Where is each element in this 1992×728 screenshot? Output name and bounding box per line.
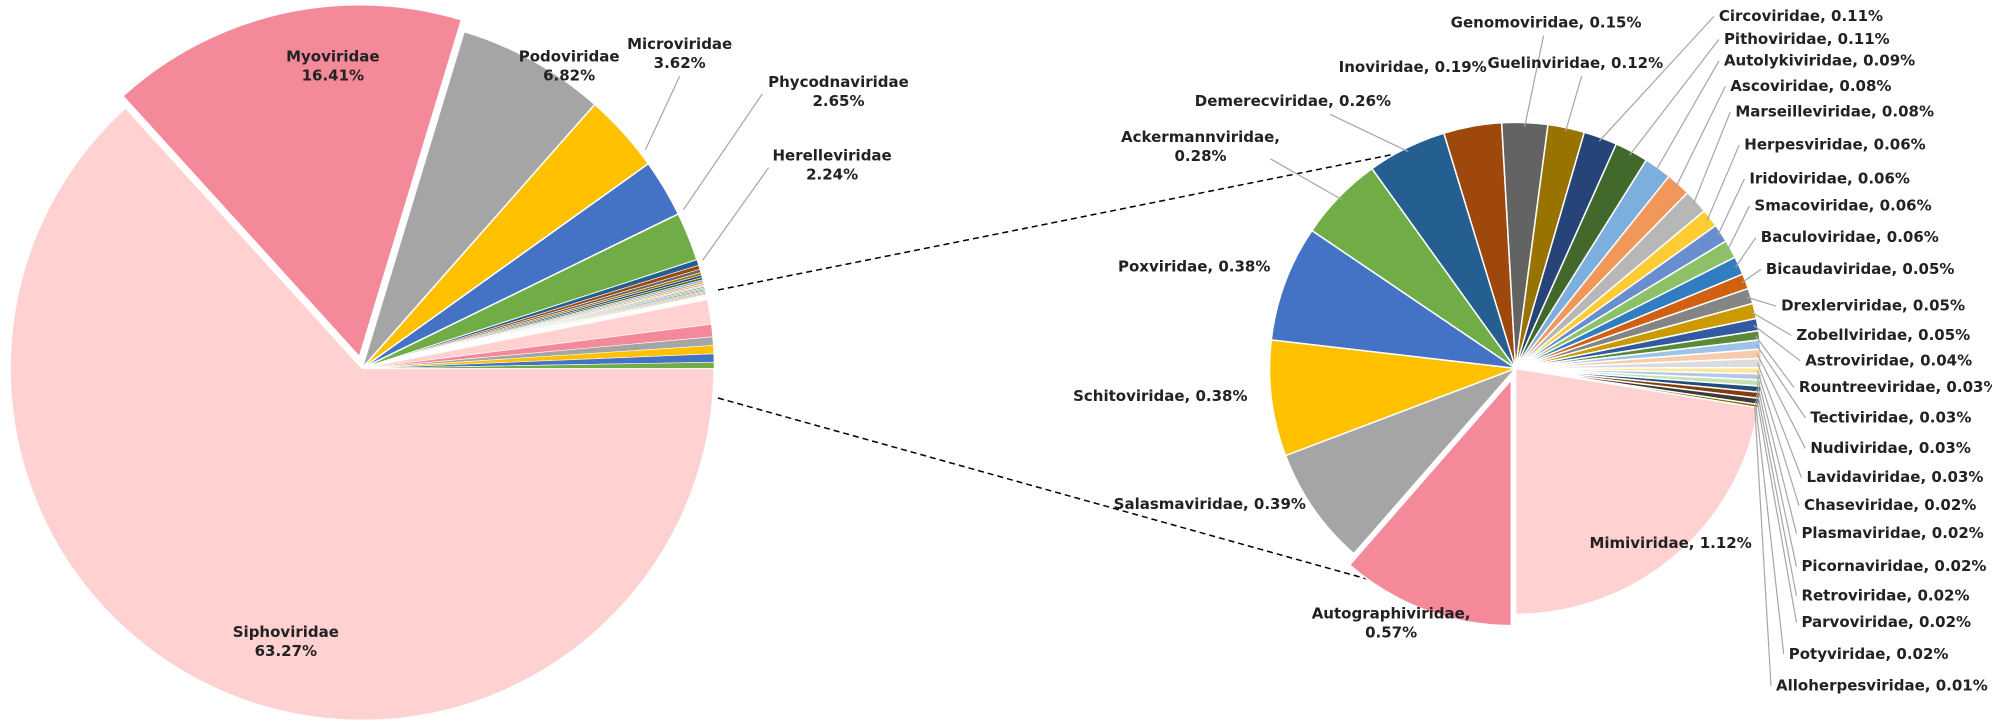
leader-line — [1717, 178, 1745, 236]
slice-label: Herelleviridae — [772, 147, 891, 165]
leader-line — [1270, 158, 1343, 201]
leader-line — [1756, 388, 1798, 596]
slice-label: Smacoviridae, 0.06% — [1754, 196, 1931, 214]
leader-line — [1734, 237, 1757, 268]
leader-line — [1692, 111, 1731, 205]
pie-slice — [1270, 229, 1517, 370]
leader-line — [1746, 296, 1777, 307]
leader-line — [1753, 324, 1801, 362]
pie-slice — [362, 361, 715, 369]
leader-line — [1756, 353, 1806, 449]
pie-slice — [121, 3, 463, 359]
slice-label: Autographiviridae, 0.57% — [1312, 604, 1471, 641]
slice-label: Pithoviridae, 0.11% — [1724, 30, 1890, 48]
leader-line — [1726, 205, 1750, 252]
label-line: Autographiviridae, — [1312, 604, 1471, 622]
value-label: 6.82% — [543, 67, 595, 85]
pie-slice — [1284, 367, 1517, 555]
slice-label: Picornaviridae, 0.02% — [1801, 557, 1986, 575]
leader-line — [1655, 60, 1720, 172]
slice-label: Nudiviridae, 0.03% — [1810, 439, 1971, 457]
slice-label: Ascoviridae, 0.08% — [1730, 77, 1891, 95]
leader-line — [1755, 344, 1806, 419]
connector-line — [717, 397, 1386, 585]
slice-label: Lavidaviridae, 0.03% — [1807, 468, 1984, 486]
value-label: 3.62% — [654, 54, 706, 72]
leader-line — [1755, 394, 1798, 623]
slice-label: Autolykiviridae, 0.09% — [1724, 51, 1915, 69]
slice-label: Genomoviridae, 0.15% — [1451, 13, 1642, 31]
leader-line — [1756, 362, 1803, 478]
leader-line — [1706, 144, 1740, 221]
leader-line — [1741, 268, 1762, 284]
leader-line — [1329, 113, 1409, 153]
label-line: Ackermannviridae, — [1121, 128, 1280, 146]
value-label: 2.24% — [806, 166, 858, 184]
leader-line — [1524, 35, 1545, 127]
slice-label: Podoviridae — [519, 48, 620, 66]
slice-label: Guelinviridae, 0.12% — [1488, 54, 1664, 72]
slice-label: Mimiviridae, 1.12% — [1589, 534, 1751, 552]
leader-line — [1750, 311, 1792, 336]
leader-line — [1756, 376, 1798, 534]
leader-line — [1754, 335, 1795, 388]
leader-line — [1564, 76, 1583, 132]
value-label: 16.41% — [302, 67, 364, 85]
leader-line — [1754, 405, 1772, 687]
leader-line — [1757, 370, 1800, 506]
slice-label: Siphoviridae — [233, 623, 339, 641]
leader-line — [1754, 401, 1785, 655]
label-line: 0.57% — [1365, 623, 1417, 641]
leader-line — [644, 75, 681, 151]
pie-slice — [361, 30, 596, 369]
slice-label: Drexlerviridae, 0.05% — [1781, 297, 1965, 315]
slice-label: Astroviridae, 0.04% — [1805, 351, 1972, 369]
slice-label: Potyviridae, 0.02% — [1789, 645, 1949, 663]
pie-slice — [1348, 377, 1513, 627]
leader-line — [1598, 16, 1715, 142]
slice-label: Marseilleviridae, 0.08% — [1735, 102, 1934, 120]
pie-slice — [9, 106, 715, 722]
slice-label: Parvoviridae, 0.02% — [1801, 613, 1971, 631]
leader-line — [1675, 86, 1726, 188]
slice-label: Chaseviridae, 0.02% — [1804, 496, 1976, 514]
slice-label: Schitoviridae, 0.38% — [1073, 387, 1247, 405]
leader-line — [702, 167, 770, 261]
slice-label: Myoviridae — [286, 48, 380, 66]
slice-label: Phycodnaviridae — [768, 73, 909, 91]
pie-slice — [1268, 338, 1516, 457]
slice-label: Baculoviridae, 0.06% — [1761, 228, 1939, 246]
slice-label: Salasmaviridae, 0.39% — [1114, 495, 1306, 513]
slice-label: Plasmaviridae, 0.02% — [1801, 524, 1983, 542]
value-label: 2.65% — [812, 92, 864, 110]
slice-label: Rountreeviridae, 0.03% — [1799, 378, 1992, 396]
slice-label: Demerecviridae, 0.26% — [1195, 92, 1391, 110]
value-label: 63.27% — [255, 642, 317, 660]
leader-line — [682, 93, 763, 210]
slice-label: Zobellviridae, 0.05% — [1796, 326, 1970, 344]
slice-label: Inoviridae, 0.19% — [1339, 58, 1487, 76]
slice-label: Herpesviridae, 0.06% — [1744, 135, 1925, 153]
slice-label: Microviridae — [627, 35, 732, 53]
slice-label: Tectiviridae, 0.03% — [1810, 408, 1971, 426]
slice-label: Circoviridae, 0.11% — [1719, 7, 1883, 25]
pie-slice — [1514, 367, 1760, 616]
slice-label: Iridoviridae, 0.06% — [1749, 170, 1910, 188]
slice-label: Alloherpesviridae, 0.01% — [1776, 677, 1988, 695]
leader-line — [1756, 382, 1798, 567]
label-line: 0.28% — [1175, 147, 1227, 165]
slice-label: Ackermannviridae, 0.28% — [1121, 128, 1280, 165]
leader-line — [1629, 39, 1720, 156]
slice-label: Bicaudaviridae, 0.05% — [1766, 260, 1955, 278]
slice-label: Poxviridae, 0.38% — [1118, 257, 1270, 275]
slice-label: Retroviridae, 0.02% — [1801, 586, 1969, 604]
